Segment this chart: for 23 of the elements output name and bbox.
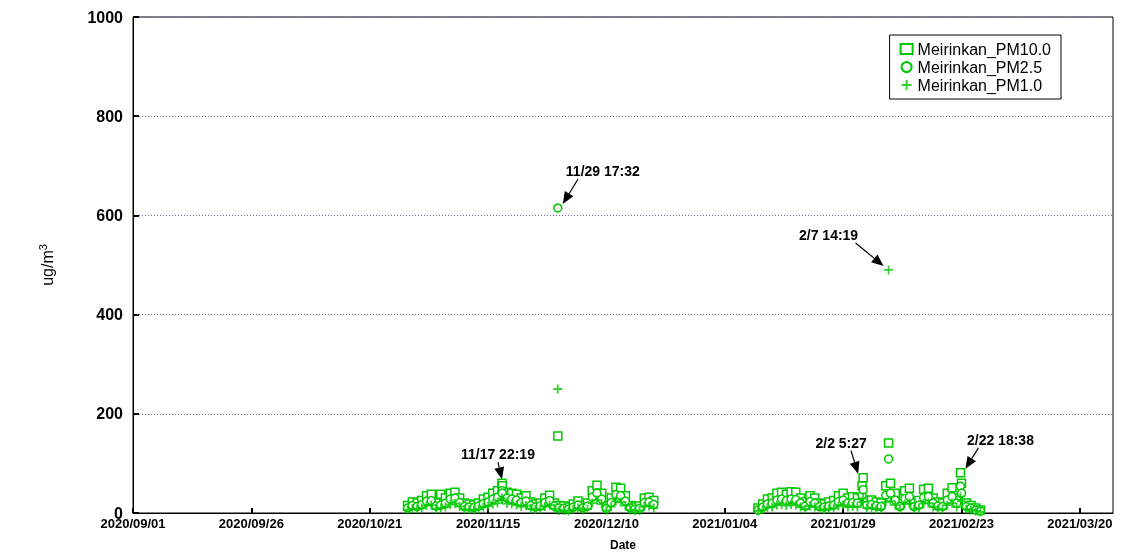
x-tick-label: 2020/09/26 [218,516,284,531]
legend-label: Meirinkan_PM1.0 [917,76,1043,95]
annotation: 2/7 14:19 [798,226,859,243]
x-tick-label: 2021/02/23 [928,516,995,531]
x-tick-label: 2021/01/04 [692,516,759,531]
x-tick-label: 2021/03/20 [1047,516,1113,531]
x-tick-label: 2020/11/15 [455,516,521,531]
annotation: 2/2 5:27 [815,434,868,451]
y-axis-title: ug/m3 [36,244,56,286]
annotation: 11/17 22:19 [460,446,536,463]
legend-label: Meirinkan_PM10.0 [917,40,1052,59]
y-tick-label: 1000 [87,8,124,26]
y-tick-label: 600 [96,206,124,224]
x-tick-label: 2021/01/29 [810,516,876,531]
x-axis-title: Date [609,538,637,552]
annotation: 11/29 17:32 [565,162,640,179]
y-tick-label: 200 [96,405,124,423]
legend-label: Meirinkan_PM2.5 [917,58,1043,77]
x-tick-label: 2020/12/10 [573,516,639,531]
x-tick-label: 2020/10/21 [337,516,403,531]
annotation: 2/22 18:38 [966,431,1035,448]
y-tick-label: 800 [96,107,124,125]
y-tick-label: 400 [96,306,124,324]
